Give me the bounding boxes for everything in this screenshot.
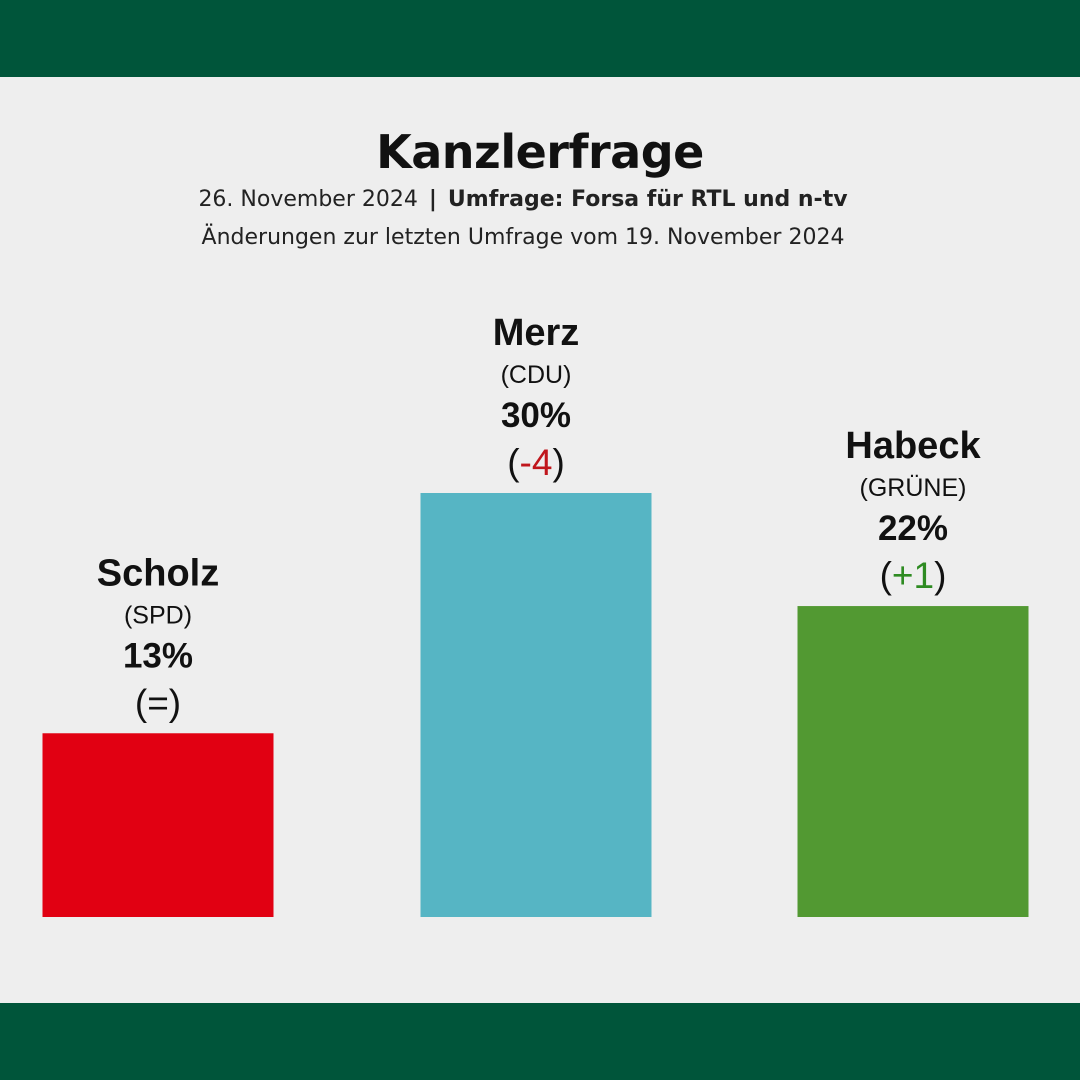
bar-party-habeck: (GRÜNE) [860,474,967,502]
bar-party-merz: (CDU) [501,361,572,389]
bar-name-merz: Merz [493,312,580,354]
subtitle-separator: | [428,187,437,212]
bar-name-scholz: Scholz [97,552,219,594]
bar-name-habeck: Habeck [845,425,981,467]
poll-source: Umfrage: Forsa für RTL und n-tv [447,187,848,212]
bar-value-scholz: 13% [123,636,193,675]
bar-change-merz: (-4) [507,442,565,483]
chart-subtitle: 26. November 2024 | Umfrage: Forsa für R… [0,187,1046,212]
top-band [0,0,1080,77]
chart-title: Kanzlerfrage [376,125,704,179]
chart-note: Änderungen zur letzten Umfrage vom 19. N… [201,225,845,250]
bar-scholz [42,733,274,917]
bar-value-habeck: 22% [878,509,948,548]
bar-party-scholz: (SPD) [124,601,192,629]
bar-change-habeck: (+1) [880,555,947,596]
bottom-band [0,1003,1080,1080]
poll-date: 26. November 2024 [198,187,418,212]
bar-habeck [797,606,1029,917]
bar-merz [420,493,652,917]
bar-change-scholz: (=) [135,682,181,723]
bar-value-merz: 30% [501,396,571,435]
